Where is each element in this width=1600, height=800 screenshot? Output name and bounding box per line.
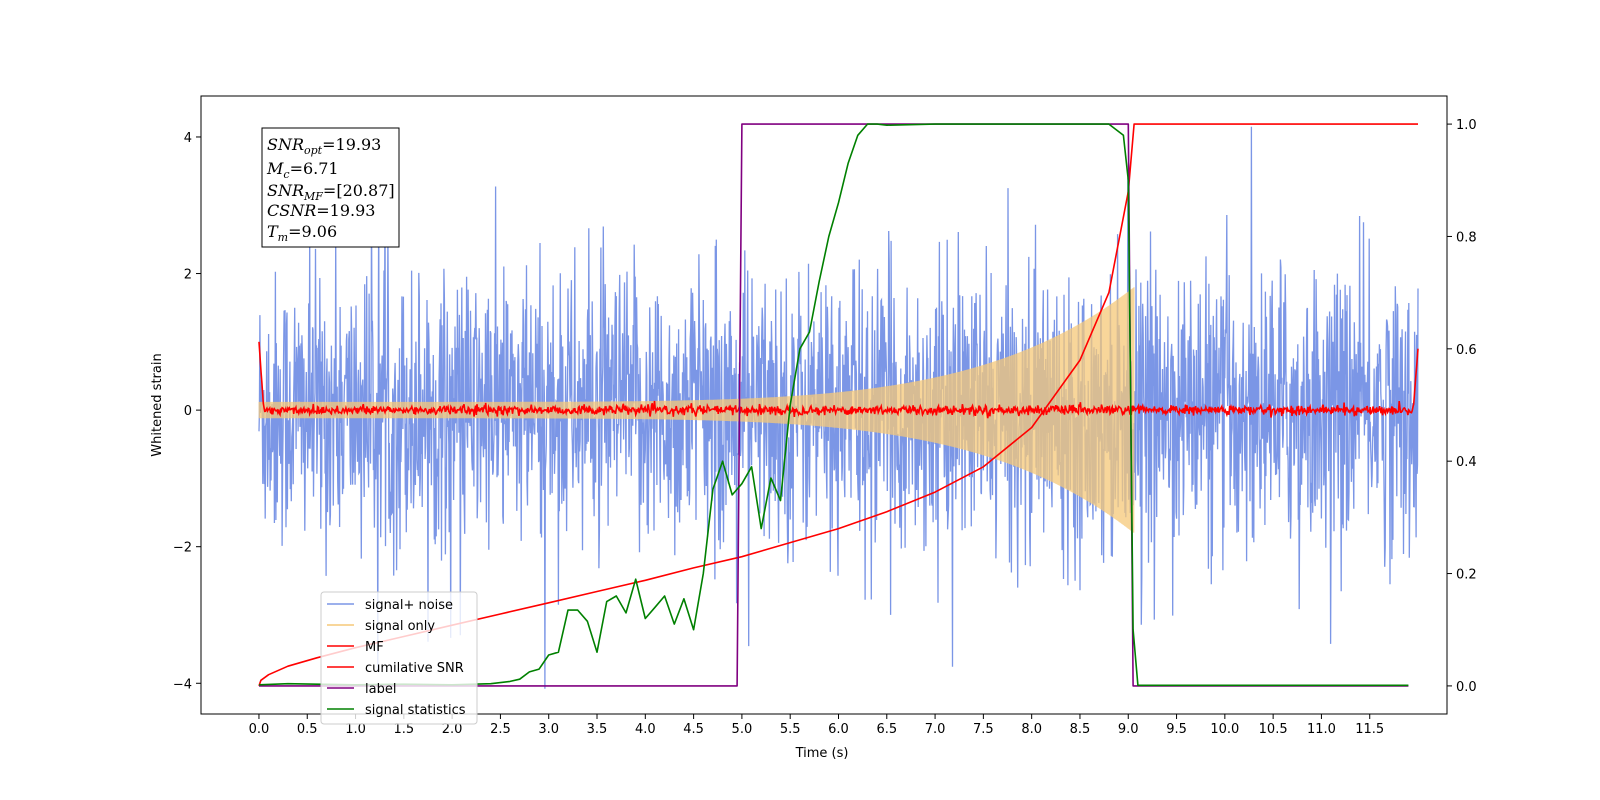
info-snr-opt: SNRopt=19.93 [267,135,381,157]
y2-tick-label: 0.6 [1456,343,1477,358]
x-tick-label: 5.0 [732,722,753,737]
y-ticks: 4 2 0 −2 −4 [173,131,201,692]
x-tick-label: 11.0 [1307,722,1336,737]
x-tick-label: 0.0 [249,722,270,737]
x-tick-label: 3.5 [587,722,608,737]
legend-items: signal+ noise signal only MF cumilative SNR… [327,598,466,718]
x-tick-label: 6.0 [828,722,849,737]
legend-frame [320,591,478,725]
legend-label: cumilative SNR [365,661,464,676]
y-tick-label: 2 [184,268,192,283]
info-box-frame [261,127,400,248]
legend-label: signal only [365,619,435,634]
y-tick-label: −2 [173,541,192,556]
info-snr-mf: SNRMF=[20.87] [267,181,395,203]
x-tick-label: 1.5 [393,722,414,737]
x-tick-label: 5.5 [780,722,801,737]
y2-tick-label: 0.2 [1456,568,1477,583]
y-tick-label: −4 [173,677,192,692]
y-axis-label: Whitened strain [150,353,165,456]
series-signal-statistics [258,123,1409,687]
info-tm: Tm=9.06 [267,222,337,244]
x-tick-label: 7.5 [973,722,994,737]
series-mf [258,341,1419,419]
x-tick-label: 8.5 [1070,722,1091,737]
x-tick-label: 0.5 [297,722,318,737]
x-ticks: 0.0 0.5 1.0 1.5 2.0 2.5 3.0 3.5 4.0 4.5 5.0 5.5 6.0 6… [249,714,1384,737]
x-tick-label: 9.5 [1166,722,1187,737]
series-signal-only [258,287,1135,533]
x-tick-label: 7.0 [925,722,946,737]
y2-tick-label: 1.0 [1456,118,1477,133]
y2-tick-label: 0.0 [1456,680,1477,695]
series-layer [258,123,1419,689]
x-tick-label: 3.0 [538,722,559,737]
legend-label: MF [365,640,384,655]
series-cumilative-snr [258,123,1418,687]
legend: signal+ noise signal only MF cumilative SNR… [320,591,478,725]
legend-label: signal statistics [365,703,466,718]
plot-frame [200,95,1448,715]
x-tick-label: 8.0 [1021,722,1042,737]
y2-tick-label: 0.4 [1456,455,1477,470]
info-csnr: CSNR=19.93 [267,201,375,220]
y2-ticks: 1.0 0.8 0.6 0.4 0.2 0.0 [1447,118,1477,695]
x-tick-label: 6.5 [876,722,897,737]
x-tick-label: 2.5 [490,722,511,737]
info-box: SNRopt=19.93 Mc=6.71 SNRMF=[20.87] CSNR=… [261,127,400,248]
x-tick-label: 10.0 [1210,722,1239,737]
x-tick-label: 2.0 [442,722,463,737]
x-axis-label: Time (s) [795,746,849,761]
legend-label: signal+ noise [365,598,453,613]
x-tick-label: 11.5 [1355,722,1384,737]
y-tick-label: 0 [184,404,192,419]
x-tick-label: 10.5 [1259,722,1288,737]
y-tick-label: 4 [184,131,192,146]
x-tick-label: 4.5 [683,722,704,737]
info-mc: Mc=6.71 [266,159,339,181]
x-tick-label: 9.0 [1118,722,1139,737]
legend-label: label [365,682,396,697]
x-tick-label: 1.0 [345,722,366,737]
x-tick-label: 4.0 [635,722,656,737]
y2-tick-label: 0.8 [1456,230,1477,245]
